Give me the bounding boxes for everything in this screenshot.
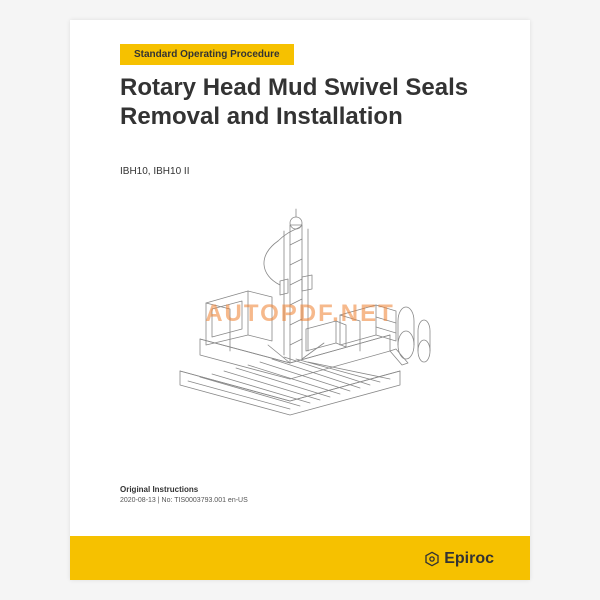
rig-line-drawing-icon [140,195,460,435]
document-meta: 2020-08-13 | No: TIS0003793.001 en-US [120,497,248,504]
brand-name: Epiroc [444,550,494,568]
brand-logo: Epiroc [424,550,494,568]
footer-bar: Epiroc [70,536,530,580]
document-page: Standard Operating Procedure Rotary Head… [70,20,530,580]
sop-badge: Standard Operating Procedure [120,44,294,65]
model-subtitle: IBH10, IBH10 II [120,166,189,177]
hex-gear-icon [424,551,440,567]
rig-illustration [140,195,460,435]
original-instructions-label: Original Instructions [120,485,198,494]
page-title: Rotary Head Mud Swivel Seals Removal and… [120,74,480,132]
